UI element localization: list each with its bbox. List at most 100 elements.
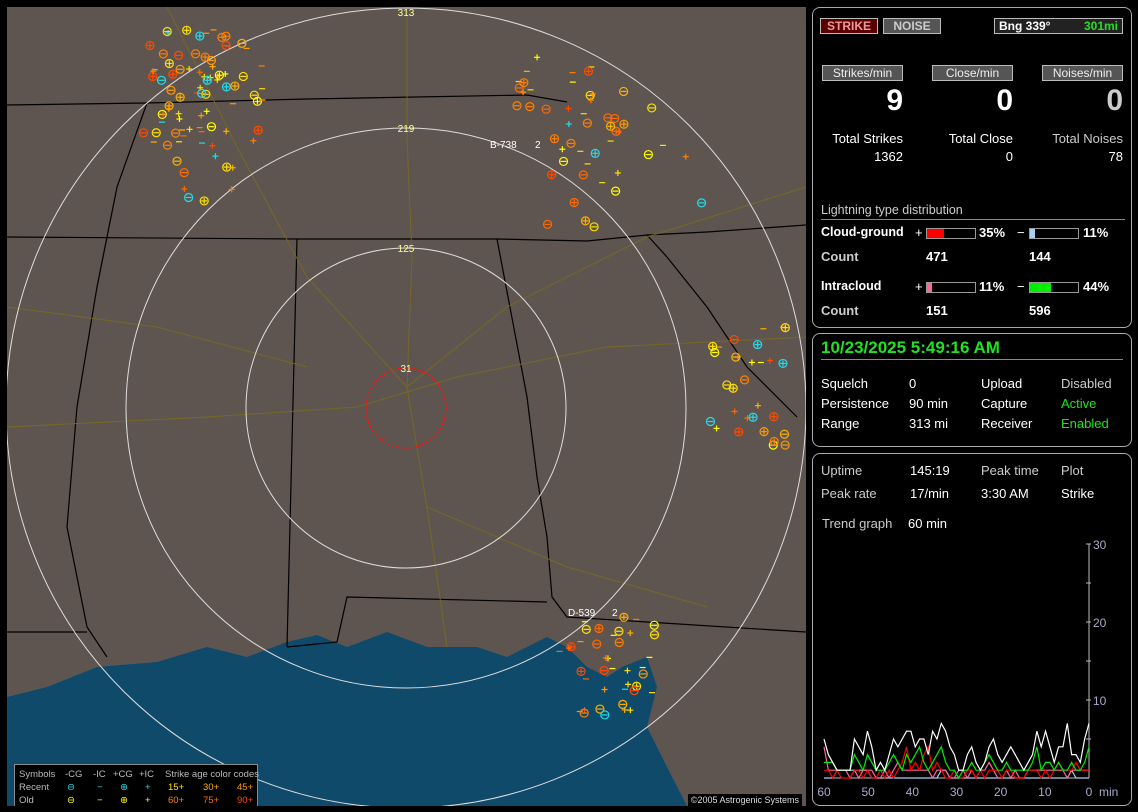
minus-cg-strike-icon [739,375,750,385]
x-axis-label: min [1099,785,1118,799]
lightning-map[interactable]: 31 125 219 313 B-738 2 D-539 2 Symbols -… [7,7,806,806]
storm-cell-count: 2 [535,140,541,151]
x-tick-label: 20 [994,785,1008,799]
minus-cg-strike-icon [581,624,591,634]
copyright: ©2005 Astrogenic Systems [687,794,802,806]
trend-graph-value: 60 min [908,516,948,531]
minus-cg-strike-icon [731,352,741,362]
minus-cg-strike-icon [618,699,628,709]
minus-cg-strike-icon [729,334,739,345]
storm-cell-label[interactable]: B-738 [490,140,517,151]
plus-ic-strike-icon [627,707,634,714]
plus-ic-strike-icon [150,68,157,75]
minus-cg-strike-icon [614,626,624,636]
ring-label-219: 219 [398,124,415,135]
age-code: 90+ [237,795,254,806]
minus-cg-strike-icon [595,704,605,714]
plus-ic-strike-icon [565,105,572,112]
range-value: 313 mi [909,416,949,431]
range-rings [7,7,806,806]
age-code: 75+ [203,795,220,806]
minus-cg-strike-icon [151,128,161,138]
plus-ic-strike-icon [186,126,193,133]
minus-cg-strike-icon [525,102,535,112]
total-strikes-value: 1362 [874,149,903,164]
trend-series-line [824,745,1090,780]
minus-cg-strike-icon [221,40,231,51]
status-panel: 10/23/2025 5:49:16 AM Squelch 0 Persiste… [812,333,1132,447]
noise-mode-button[interactable]: NOISE [883,18,941,34]
ic-positive-bar [926,282,976,293]
plus-ic-strike-icon [214,76,221,83]
plus-ic-strike-icon [614,169,621,176]
plus-ic-strike-icon [731,408,738,415]
plus-cg-strike-icon [519,78,529,88]
legend-header: +CG [113,769,133,780]
distribution-title: Lightning type distribution [821,203,963,217]
minus-cg-strike-icon [206,122,217,132]
cg-negative-pct: 11% [1083,225,1109,240]
minus-cg-strike-icon [190,49,201,59]
receiver-value: Enabled [1061,416,1109,431]
minus-cg-strike-icon [603,113,613,123]
plot-value[interactable]: Strike [1061,486,1095,501]
plus-cg-strike-icon [778,358,788,369]
minus-ic-old-icon: − [97,795,103,806]
plus-ic-strike-icon [223,128,230,135]
plus-cg-strike-icon [230,81,240,91]
divider [821,359,1123,360]
peak-rate-label: Peak rate [821,486,877,501]
noises-per-min-button[interactable]: Noises/min [1042,65,1123,81]
plus-ic-strike-icon [748,359,755,366]
strikes-per-min-value: 9 [886,84,903,117]
plus-ic-strike-icon [222,70,229,77]
bearing-value: Bng 339° [999,19,1051,33]
minus-cg-strike-icon [649,630,660,640]
strike-markers [138,25,790,720]
minus-cg-strike-icon [217,32,227,42]
plus-ic-strike-icon [160,110,167,117]
minus-cg-strike-icon [614,637,624,648]
plus-cg-strike-icon [759,427,769,437]
plus-cg-strike-icon [202,75,212,85]
gulf-water [7,632,687,806]
plus-cg-strike-icon [708,341,718,351]
minus-cg-strike-icon [566,138,576,148]
ic-negative-pct: 44% [1083,279,1110,294]
distance-value: 301mi [1083,19,1118,33]
minus-cg-strike-icon [175,64,185,74]
plus-cg-strike-icon [549,134,560,144]
minus-cg-strike-icon [579,708,589,718]
persistence-value: 90 min [909,396,949,411]
squelch-value: 0 [909,376,917,391]
peak-time-value: 3:30 AM [981,486,1029,501]
legend-header: +IC [139,769,155,780]
count-label: Count [821,303,859,318]
plus-ic-strike-icon [212,153,219,160]
total-noises-value: 78 [1108,149,1123,164]
minus-cg-strike-icon [780,440,790,450]
strikes-per-min-button[interactable]: Strikes/min [822,65,903,81]
plus-cg-strike-icon [195,31,205,41]
plus-ic-strike-icon [587,97,594,104]
plus-ic-strike-icon [181,185,188,192]
strike-mode-button[interactable]: STRIKE [820,18,878,34]
close-range-ring [365,367,447,449]
plus-ic-strike-icon [713,425,720,432]
minus-cg-strike-icon [649,620,659,630]
trend-series-line [823,721,1090,772]
plus-ic-strike-icon [682,153,689,160]
legend-header: -IC [93,769,106,780]
plus-ic-strike-icon [209,142,216,149]
close-per-min-button[interactable]: Close/min [932,65,1013,81]
minus-cg-strike-icon [238,71,248,82]
minus-cg-strike-icon [514,83,524,93]
age-code: 60+ [168,795,185,806]
age-code: 45+ [237,782,254,793]
minus-cg-strike-icon [779,429,790,439]
y-tick-label: 20 [1093,616,1107,630]
minus-cg-strike-icon [558,156,569,167]
range-ring-219 [125,127,687,689]
stats-panel: Uptime 145:19 Peak time Plot Peak rate 1… [812,453,1132,806]
storm-cell-label[interactable]: D-539 [568,608,596,619]
